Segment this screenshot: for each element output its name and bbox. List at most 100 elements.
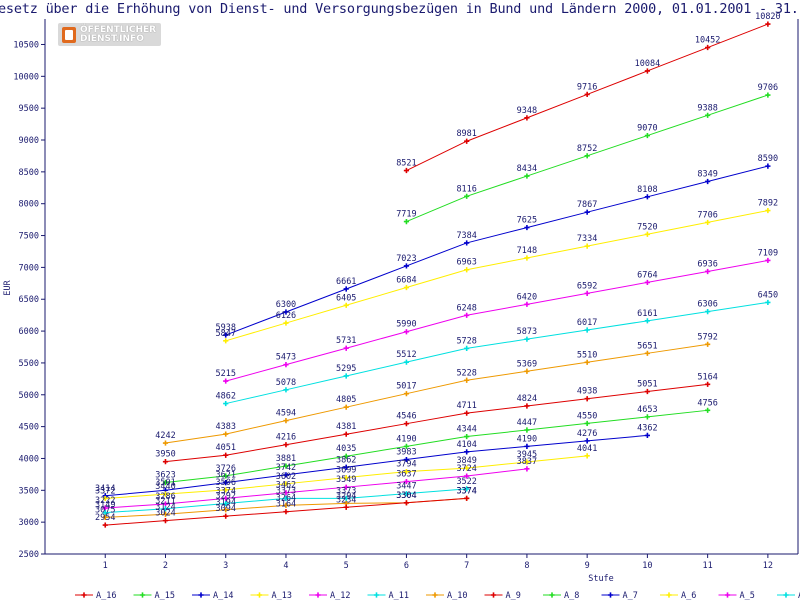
legend-label: A_5 [740, 591, 755, 600]
y-tick-label: 7000 [19, 263, 39, 273]
data-point [162, 506, 169, 512]
data-point [765, 257, 771, 264]
series-line [105, 434, 648, 497]
data-point [584, 327, 590, 333]
data-label: 9070 [637, 124, 657, 134]
y-tick-label: 2500 [19, 550, 39, 560]
series-A_14: 5938 6300 6661 7023 7384 7625 7867 8108 8349 8590 [215, 154, 778, 338]
legend-item-A_15: A_15 [133, 591, 175, 600]
data-label: 8349 [697, 169, 717, 179]
series-A_16: 8521 8981 9348 9716 10084 10452 10820 [396, 12, 781, 174]
data-point [283, 442, 289, 448]
data-point [464, 410, 470, 416]
data-label: 3292 [215, 492, 235, 502]
data-point [223, 495, 229, 501]
data-label: 3699 [336, 466, 356, 476]
data-point [403, 329, 410, 335]
data-point [705, 341, 711, 347]
data-point [283, 463, 289, 469]
data-point [343, 453, 349, 459]
series-A_11: 4862 5078 5295 5512 5728 5873 6017 6161 6306 6450 [215, 290, 778, 407]
data-point [584, 438, 590, 444]
legend-marker [490, 592, 497, 598]
logo-line2: DIENST.INFO [80, 33, 144, 44]
data-label: 6300 [276, 300, 296, 310]
data-label: 9716 [577, 82, 597, 92]
data-point [162, 440, 169, 446]
y-tick-label: 10500 [13, 40, 39, 50]
data-label: 3794 [396, 460, 416, 470]
y-tick-label: 8000 [19, 200, 39, 210]
data-label: 6592 [577, 281, 597, 291]
data-point [102, 510, 108, 516]
axes: 2500 3000 3500 4000 4500 5000 5500 6000 6500 7000… [3, 19, 799, 584]
data-point [343, 500, 349, 507]
data-point [464, 377, 470, 383]
logo-mark-icon [62, 26, 76, 43]
data-label: 3414 [95, 484, 115, 494]
data-label: 4550 [577, 411, 597, 421]
series-layer: 8521 8981 9348 9716 10084 10452 10820 7719 8116 8… [95, 12, 781, 528]
data-label: 3374 [456, 486, 476, 496]
data-label: 3124 [155, 502, 175, 512]
data-point [162, 491, 169, 497]
data-label: 5728 [456, 336, 476, 346]
series-A_15: 7719 8116 8434 8752 9070 9388 9706 [396, 83, 778, 225]
legend-item-A_4: A_4 [777, 591, 800, 600]
data-point [464, 449, 470, 455]
data-label: 5847 [215, 329, 235, 339]
data-point [223, 487, 229, 493]
data-point [403, 468, 410, 475]
data-point [223, 400, 229, 407]
legend-item-A_8: A_8 [543, 591, 579, 600]
data-label: 6764 [637, 270, 657, 280]
y-tick-label: 8500 [19, 168, 39, 178]
data-label: 6405 [336, 293, 356, 303]
data-label: 6661 [336, 277, 356, 287]
series-line [225, 210, 768, 342]
legend-label: A_9 [506, 591, 521, 600]
y-tick-label: 6500 [19, 295, 39, 305]
data-point [584, 396, 590, 402]
logo-line1: ÖFFENTLICHER [80, 24, 157, 35]
data-point [162, 518, 169, 524]
data-label: 4805 [336, 395, 356, 405]
data-label: 3881 [276, 454, 296, 464]
data-point [403, 443, 410, 449]
data-point [403, 500, 410, 506]
legend-label: A_13 [272, 591, 292, 600]
legend-item-A_11: A_11 [367, 591, 409, 600]
data-point [584, 453, 590, 459]
data-point [403, 284, 410, 291]
data-label: 2954 [95, 513, 115, 523]
data-point [223, 513, 229, 519]
legend: A_16 A_15 A_14 A_13 A_12 A_11 A_10 A_9 A_8 A_7 A_6… [75, 591, 800, 600]
data-label: 8752 [577, 144, 597, 154]
data-point [464, 345, 470, 352]
data-point [464, 495, 470, 501]
data-label: 3602 [276, 472, 296, 482]
series-A_4: 3149 3211 3292 3373 3373 3447 3522 [95, 477, 477, 516]
data-point [403, 491, 410, 497]
data-label: 3742 [276, 463, 296, 473]
data-label: 5651 [637, 341, 657, 351]
data-point [524, 173, 530, 179]
chart-title: esetz über die Erhöhung von Dienst- und … [0, 1, 799, 17]
data-point [223, 507, 229, 513]
data-point [283, 418, 289, 424]
data-label: 6936 [697, 259, 717, 269]
legend-label: A_8 [564, 591, 579, 600]
y-tick-label: 9500 [19, 104, 39, 114]
logo[interactable]: ÖFFENTLICHER DIENST.INFO [58, 23, 161, 46]
data-label: 7625 [517, 216, 537, 226]
data-point [524, 459, 530, 465]
data-label: 7719 [396, 210, 416, 220]
data-point [343, 345, 349, 351]
series-A_2: 2954 3024 3094 3164 3234 3304 3374 [95, 486, 477, 528]
y-tick-label: 3000 [19, 518, 39, 528]
series-A_10: 4242 4383 4594 4805 5017 5228 5369 5510 5651 5792 [155, 332, 718, 446]
data-point [223, 480, 229, 486]
legend-marker [666, 592, 672, 598]
data-point [283, 495, 289, 501]
series-line [165, 343, 708, 444]
